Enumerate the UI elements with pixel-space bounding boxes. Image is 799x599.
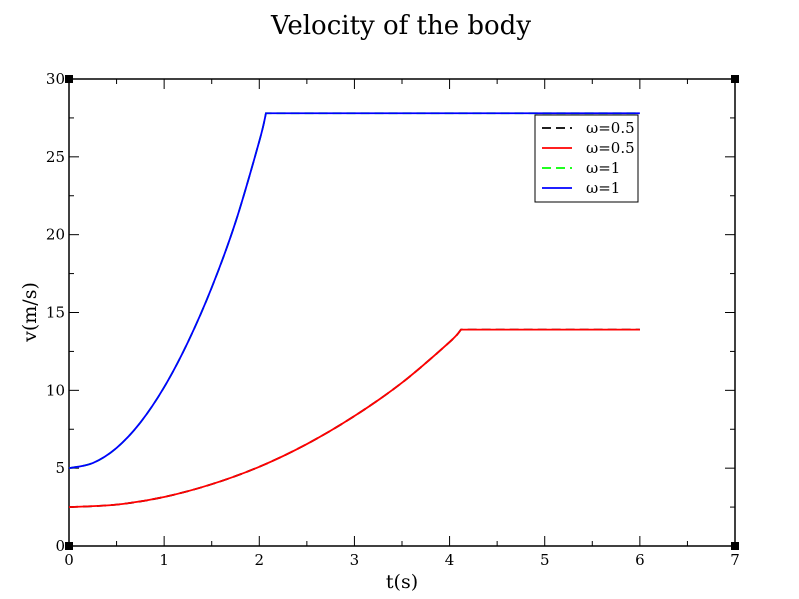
corner-handles xyxy=(65,75,739,550)
x-axis-label: t(s) xyxy=(386,571,418,593)
tick-labels: 0 1 2 3 4 5 6 7 0 5 10 15 20 25 30 xyxy=(46,70,740,569)
x-tick-label: 5 xyxy=(540,551,550,569)
x-tick-label: 0 xyxy=(64,551,74,569)
x-tick-label: 2 xyxy=(255,551,265,569)
corner-handle[interactable] xyxy=(65,542,73,550)
y-tick-label: 25 xyxy=(46,148,65,166)
x-tick-label: 1 xyxy=(159,551,169,569)
tick-marks xyxy=(68,78,736,547)
legend-label-1: ω=0.5 xyxy=(586,119,635,137)
corner-handle[interactable] xyxy=(65,75,73,83)
y-axis-label: v(m/s) xyxy=(19,282,41,343)
x-tick-label: 3 xyxy=(350,551,360,569)
corner-handle[interactable] xyxy=(731,75,739,83)
series-line-4 xyxy=(68,112,640,470)
x-tick-label: 4 xyxy=(445,551,455,569)
y-tick-label: 10 xyxy=(46,381,65,399)
series-lines xyxy=(68,112,640,508)
y-tick-label: 0 xyxy=(55,537,65,555)
legend-label-3: ω=1 xyxy=(586,159,620,177)
x-tick-label: 7 xyxy=(730,551,740,569)
legend-label-2: ω=0.5 xyxy=(586,139,635,157)
y-tick-label: 5 xyxy=(55,459,65,477)
chart-title: Velocity of the body xyxy=(270,11,531,41)
x-tick-label: 6 xyxy=(635,551,645,569)
legend: ω=0.5 ω=0.5 ω=1 ω=1 xyxy=(534,114,639,203)
y-tick-label: 15 xyxy=(46,304,65,322)
legend-label-4: ω=1 xyxy=(586,179,620,197)
series-line-2 xyxy=(68,328,640,508)
y-tick-label: 30 xyxy=(46,70,65,88)
y-tick-label: 20 xyxy=(46,226,65,244)
series-line-1 xyxy=(68,328,640,508)
corner-handle[interactable] xyxy=(731,542,739,550)
